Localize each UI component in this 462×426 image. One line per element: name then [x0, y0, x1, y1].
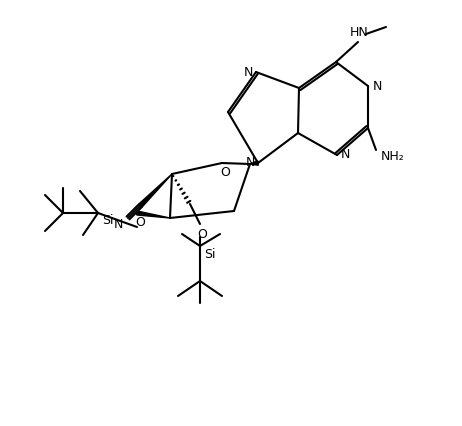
Text: N: N — [340, 149, 350, 161]
Text: N: N — [245, 156, 255, 170]
Text: N: N — [243, 66, 253, 78]
Text: O: O — [197, 227, 207, 241]
Text: Si: Si — [204, 248, 215, 261]
Text: NH₂: NH₂ — [381, 150, 405, 164]
Polygon shape — [139, 174, 172, 207]
Text: Si: Si — [102, 215, 114, 227]
Text: O: O — [135, 216, 145, 230]
Polygon shape — [250, 161, 258, 165]
Text: N: N — [113, 218, 123, 230]
Text: N: N — [372, 80, 382, 92]
Text: O: O — [220, 167, 230, 179]
Text: HN: HN — [350, 26, 368, 40]
Polygon shape — [137, 211, 170, 218]
